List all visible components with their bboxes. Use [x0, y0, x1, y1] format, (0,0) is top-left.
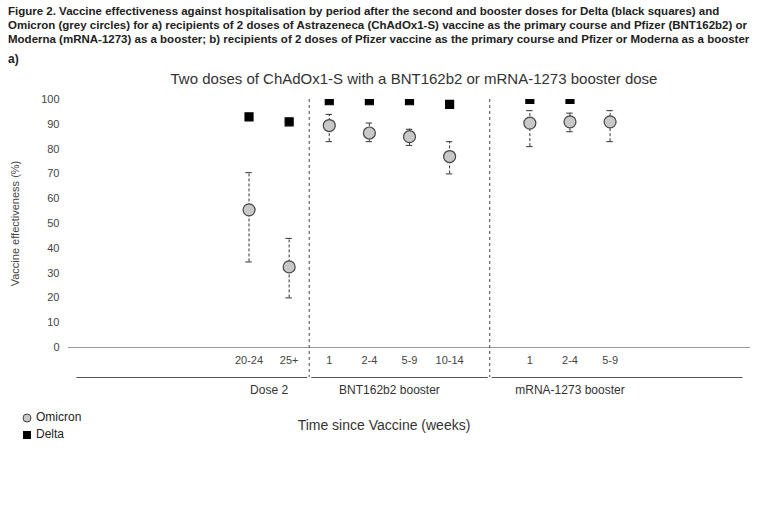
svg-text:20-24: 20-24: [235, 354, 263, 366]
svg-text:2-4: 2-4: [562, 354, 578, 366]
svg-text:70: 70: [47, 167, 59, 179]
svg-text:10-14: 10-14: [436, 354, 464, 366]
svg-text:1: 1: [326, 354, 332, 366]
svg-text:5-9: 5-9: [402, 354, 418, 366]
svg-text:90: 90: [47, 118, 59, 130]
html-text:Time since Vaccine (weeks): Time since Vaccine (weeks): [297, 417, 471, 433]
html-text:Omicron: Omicron: [36, 410, 82, 424]
html-text:Two doses of ChAdOx1-S with a: Two doses of ChAdOx1-S with a BNT162b2 o…: [170, 70, 658, 87]
svg-text:mRNA-1273 booster: mRNA-1273 booster: [515, 383, 624, 397]
svg-text:80: 80: [47, 143, 59, 155]
svg-text:0: 0: [53, 341, 59, 353]
svg-text:2-4: 2-4: [361, 354, 377, 366]
svg-text:5-9: 5-9: [602, 354, 618, 366]
svg-text:20: 20: [47, 291, 59, 303]
svg-text:10: 10: [47, 316, 59, 328]
html-text:Figure 2. Vaccine effectivenes: Figure 2. Vaccine effectiveness against …: [8, 5, 750, 45]
svg-text:1: 1: [527, 354, 533, 366]
svg-text:50: 50: [47, 217, 59, 229]
svg-text:40: 40: [47, 242, 59, 254]
svg-text:25+: 25+: [280, 354, 299, 366]
svg-text:60: 60: [47, 192, 59, 204]
svg-text:BNT162b2 booster: BNT162b2 booster: [339, 383, 440, 397]
svg-text:Dose 2: Dose 2: [250, 383, 288, 397]
html-text:Delta: Delta: [36, 427, 64, 441]
svg-text:100: 100: [41, 93, 59, 105]
svg-text:30: 30: [47, 267, 59, 279]
svg-text:Vaccine effectiveness (%): Vaccine effectiveness (%): [9, 161, 21, 287]
html-text:a): a): [8, 52, 19, 66]
